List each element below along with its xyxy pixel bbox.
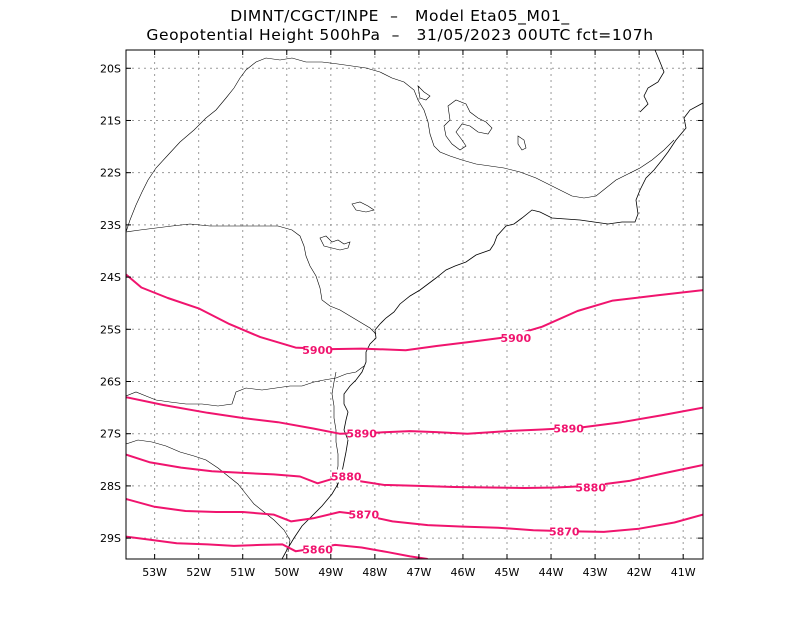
contour-label-background xyxy=(303,542,332,556)
contour-label-5890: 5890 xyxy=(553,422,584,435)
contour-label-background xyxy=(349,507,378,521)
lat-tick-label: 25S xyxy=(100,323,121,336)
state-border xyxy=(126,439,291,553)
lon-tick-label: 45W xyxy=(495,566,520,579)
contour-5880 xyxy=(126,453,703,489)
lon-tick-label: 47W xyxy=(406,566,431,579)
contour-5860 xyxy=(126,535,428,559)
contour-label-background xyxy=(332,469,361,483)
contour-label-5860: 5860 xyxy=(302,544,333,557)
contour-5870 xyxy=(126,498,703,533)
height-contours xyxy=(126,273,703,559)
lon-tick-label: 43W xyxy=(583,566,608,579)
reservoir xyxy=(443,99,493,151)
reservoir xyxy=(351,201,375,213)
state-border xyxy=(126,223,377,335)
lat-tick-label: 29S xyxy=(100,532,121,545)
lon-tick-label: 51W xyxy=(230,566,255,579)
lon-tick-label: 41W xyxy=(671,566,696,579)
lon-tick-label: 50W xyxy=(274,566,299,579)
contour-label-background xyxy=(550,524,579,538)
lon-tick-label: 52W xyxy=(186,566,211,579)
contour-5900 xyxy=(126,273,703,352)
contour-label-5890: 5890 xyxy=(346,428,377,441)
lat-tick-label: 20S xyxy=(100,62,121,75)
contour-5890 xyxy=(126,396,703,435)
contour-label-background xyxy=(554,421,583,435)
contour-labels: 5900 5900 5890 5890 5880 5880 5870 5870 5860 xyxy=(302,331,606,557)
contour-label-5880: 5880 xyxy=(331,471,362,484)
reservoir xyxy=(319,235,351,251)
lon-tick-label: 42W xyxy=(627,566,652,579)
graticule xyxy=(126,50,703,559)
contour-label-background xyxy=(303,343,332,357)
map-frame xyxy=(125,49,704,560)
contour-label-background xyxy=(501,331,530,345)
axis-ticks: 53W 52W 51W 50W 49W 48W 47W 46W 45W 44W 43W 42W 41W 2… xyxy=(100,50,703,579)
contour-label-5870: 5870 xyxy=(549,525,580,538)
contour-label-5900: 5900 xyxy=(500,332,531,345)
coastlines-and-borders xyxy=(126,50,703,559)
lon-tick-label: 46W xyxy=(451,566,476,579)
lon-tick-label: 48W xyxy=(362,566,387,579)
lat-tick-label: 27S xyxy=(100,428,121,441)
lat-tick-label: 26S xyxy=(100,376,121,389)
reservoir xyxy=(417,85,431,101)
lon-tick-label: 53W xyxy=(142,566,167,579)
lon-tick-label: 49W xyxy=(318,566,343,579)
lon-tick-label: 44W xyxy=(539,566,564,579)
contour-label-5880: 5880 xyxy=(575,481,606,494)
contour-label-5870: 5870 xyxy=(349,509,380,522)
chart-title-line-2: Geopotential Height 500hPa – 31/05/2023 … xyxy=(146,26,654,44)
contour-label-5900: 5900 xyxy=(302,344,333,357)
state-border xyxy=(126,57,675,233)
lat-tick-label: 28S xyxy=(100,480,121,493)
state-border xyxy=(126,365,365,407)
contour-label-background xyxy=(576,480,605,494)
reservoir xyxy=(517,135,527,151)
lat-tick-label: 24S xyxy=(100,271,121,284)
coastline-north xyxy=(639,50,665,113)
lat-tick-label: 22S xyxy=(100,167,121,180)
lat-tick-label: 23S xyxy=(100,219,121,232)
coastline xyxy=(281,102,703,559)
contour-label-background xyxy=(347,426,376,440)
lat-tick-label: 21S xyxy=(100,114,121,127)
chart-title-line-1: DIMNT/CGCT/INPE – Model Eta05_M01_ xyxy=(230,7,570,25)
